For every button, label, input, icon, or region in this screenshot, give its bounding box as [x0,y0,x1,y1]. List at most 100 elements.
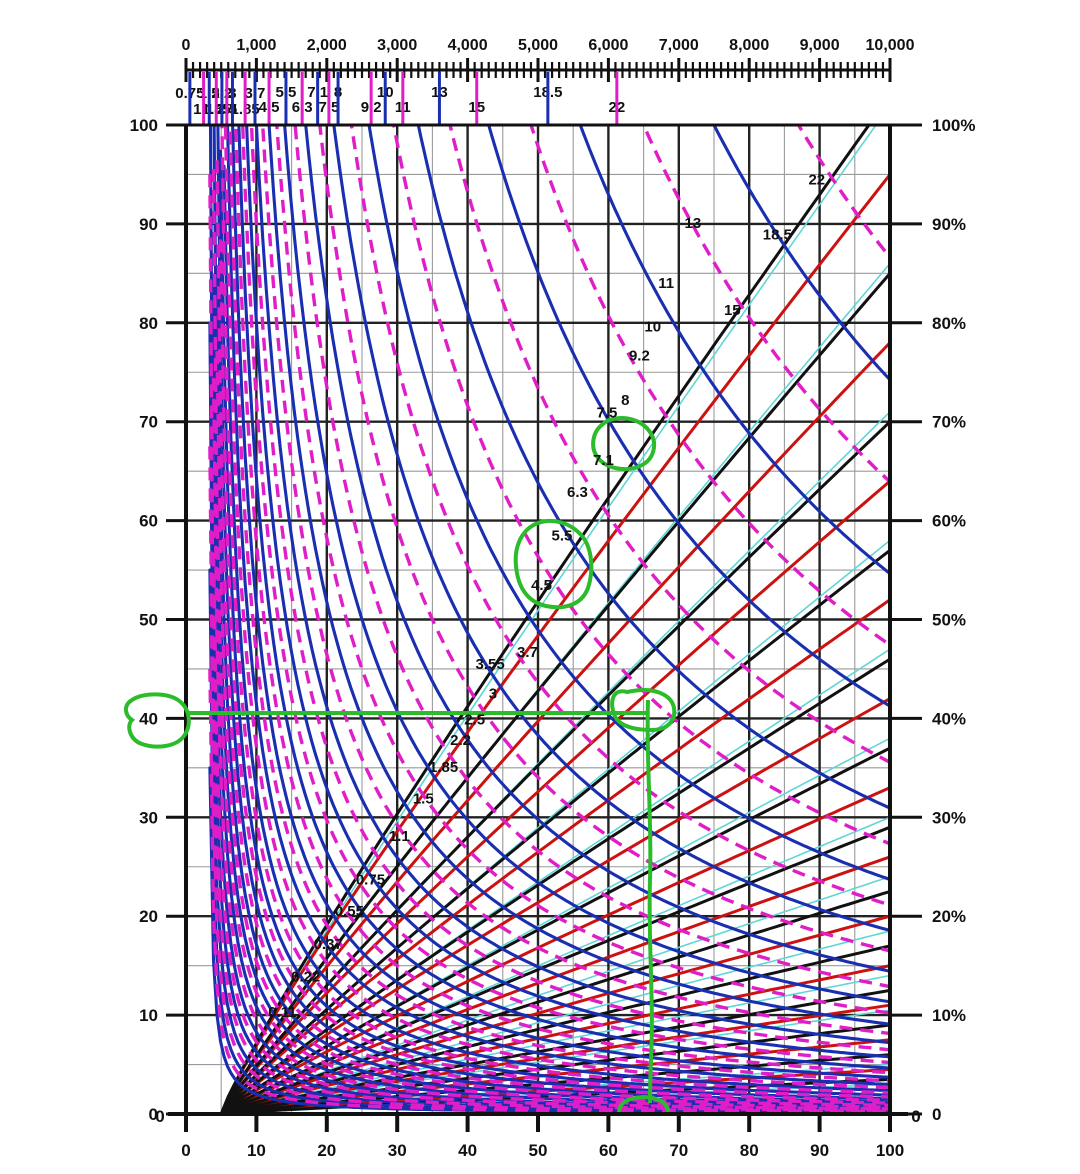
curve-family-magenta [208,125,890,1114]
curve-black [220,746,890,1114]
plot-area: 0.11 0.22 0.37 0.55 0.75 1.1 1.5 1.85 2.2 2.53 3.5… [186,125,890,1114]
top-axis-ticks [184,58,892,82]
left-axis-tick-label: 40 [139,709,158,728]
top-axis-tick-label: 5,000 [518,37,558,54]
left-axis-ticks [166,123,186,1116]
curve-magenta-dashed [208,446,890,1113]
curve-label: 0.11 [268,1004,296,1021]
curve-magenta-dashed [349,125,890,907]
inner-curve-labels: 0.11 0.22 0.37 0.55 0.75 1.1 1.5 1.85 2.2 2.53 3.5… [268,171,825,1021]
curve-label: 6.3 [567,484,588,501]
curve-black [219,272,890,1114]
curve-label: 3.55 [476,656,505,673]
left-axis-tick-label: 0 [149,1105,158,1124]
curve-cyan [220,930,890,1114]
curve-label: 18.5 [763,227,792,244]
bottom-axis-tick-label: 30 [388,1141,407,1160]
curve-label: 2.2 [450,732,471,749]
right-axis-tick-label: 0 [932,1105,941,1124]
curve-magenta-dashed [391,125,890,846]
curve-label: 0.75 [356,872,385,889]
left-axis-tick-label: 100 [130,116,158,135]
curve-magenta-dashed [293,125,890,989]
curve-magenta-dashed [211,377,890,1109]
bottom-axis-tick-label: 70 [669,1141,688,1160]
curve-label: 3 [489,686,497,703]
right-axis-tick-label: 80% [932,314,966,333]
left-axis-tick-label: 10 [139,1006,158,1025]
right-axis-tick-label: 70% [932,413,966,432]
right-axis-tick-label: 100% [932,116,975,135]
curve-blue [231,125,890,1079]
curve-label: 9.2 [629,347,650,364]
curve-blue [487,125,890,708]
curve-black [219,549,890,1114]
top-axis-tick-label: 4,000 [448,37,488,54]
curve-magenta-dashed [220,125,890,1095]
curve-label: 7.5 [597,405,618,422]
bottom-axis-tick-label: 80 [740,1141,759,1160]
right-axis-tick-labels: 0 10% 20% 30% 40% 50% 60% 70% 80% 90% 100% [932,116,975,1124]
curve-label: 1.5 [413,790,434,807]
curve-magenta-dashed [208,174,890,1112]
curve-blue [332,125,890,932]
top-axis-tick-label: 0 [182,37,191,54]
curve-black [220,825,890,1114]
left-axis-tick-label: 30 [139,808,158,827]
curve-magenta-dashed [318,125,890,953]
curve-label: 13 [685,215,702,232]
circle-operating-point [610,687,677,733]
circle-75-8-region [513,518,594,610]
curve-blue [222,164,890,1093]
curve-label: 8 [621,392,629,409]
curve-magenta-dashed [215,351,890,1105]
top-axis-tick-label: 6,000 [588,37,628,54]
bottom-axis-tick-label: 100 [876,1141,904,1160]
curve-blue [367,125,890,881]
left-axis-tick-label: 60 [139,512,158,531]
curve-blue [211,277,890,1108]
curve-label: 7.1 [593,452,614,469]
circle-11-region [591,416,657,472]
right-axis: 0 10% 20% 30% 40% 50% 60% 70% 80% 90% 100% [890,116,975,1124]
curve-blue [216,125,890,1101]
right-axis-tick-label: 30% [932,808,966,827]
top-axis-tick-labels: 0 1,000 2,000 3,000 4,000 5,000 6,000 7,000 8,00… [182,37,915,54]
curve-cyan [220,125,877,1114]
right-axis-tick-label: 60% [932,512,966,531]
curve-magenta-dashed [223,125,890,1090]
curve-red [220,964,890,1114]
top-axis-tick-label: 1,000 [236,37,276,54]
right-axis-tick-label: 90% [932,215,966,234]
left-axis: 0 10 20 30 40 50 60 70 80 90 100 [130,116,186,1124]
curve-label: 15 [724,302,741,319]
curve-label: 11 [658,275,674,292]
curve-label: 0.37 [314,936,343,953]
curve-label: 5.5 [552,527,573,544]
circle-bottom-66 [617,1095,671,1114]
curve-label: 2.5 [464,711,485,728]
curve-label: 10 [644,319,661,336]
curve-blue [712,125,890,381]
curve-blue [225,125,890,1086]
curve-label: 4.5 [531,577,552,594]
bottom-axis-end-label: 0 [911,1107,920,1126]
curve-label: 3.7 [517,644,538,661]
curve-black [219,420,890,1114]
top-axis-tick-label: 10,000 [866,37,915,54]
curve-magenta-dashed [796,125,890,258]
top-axis-tick-label: 8,000 [729,37,769,54]
curve-blue [267,125,890,1026]
bottom-axis-tick-label: 50 [529,1141,548,1160]
curve-blue [218,149,890,1097]
curve-magenta-dashed [260,125,890,1036]
vertical-trace-line [645,699,654,1104]
curve-magenta-dashed [529,125,890,646]
curve-magenta-dashed [228,125,890,1083]
left-axis-tick-labels: 0 10 20 30 40 50 60 70 80 90 100 [130,116,158,1124]
curve-label: 22 [808,171,825,188]
